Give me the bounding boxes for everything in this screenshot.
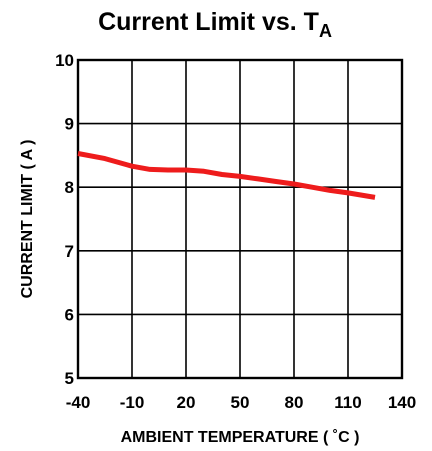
x-tick-label: -10 [120,393,145,412]
x-tick-label: 50 [231,393,250,412]
y-tick-label: 5 [65,369,74,388]
y-tick-label: 10 [55,51,74,70]
y-axis-label: CURRENT LIMIT ( A ) [19,140,36,299]
y-tick-labels: 5 6 7 8 9 10 [55,51,74,388]
y-tick-label: 8 [65,178,74,197]
x-tick-label: 80 [285,393,304,412]
x-tick-label: 110 [334,393,361,412]
x-axis-label: AMBIENT TEMPERATURE ( ˚C ) [121,429,360,446]
x-tick-label: -40 [66,393,91,412]
series-layer [77,151,376,200]
chart-title: Current Limit vs. TA [98,8,332,41]
y-tick-label: 6 [65,305,74,324]
series-line [77,151,376,200]
x-tick-label: 140 [388,393,416,412]
x-tick-labels: -40 -10 20 50 80 110 140 [66,393,416,412]
x-tick-label: 20 [177,393,196,412]
grid-layer [78,60,402,378]
chart-title-main: Current Limit vs. T [98,8,319,36]
chart-title-subscript: A [319,21,332,41]
plot-frame [76,58,404,380]
y-tick-label: 9 [65,115,74,134]
y-tick-label: 7 [65,242,74,261]
